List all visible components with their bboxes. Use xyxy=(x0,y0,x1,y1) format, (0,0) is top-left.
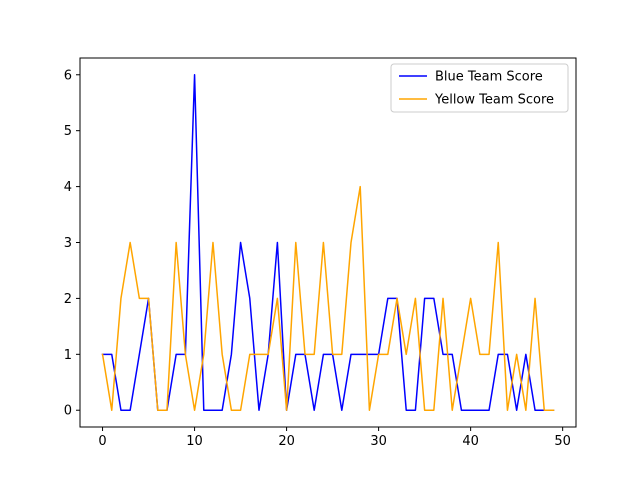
legend-label-1: Yellow Team Score xyxy=(434,93,554,108)
x-tick-label: 0 xyxy=(98,434,106,449)
x-axis: 0 10 20 30 40 50 xyxy=(98,427,571,449)
y-tick-label: 5 xyxy=(64,124,72,139)
series-line-0 xyxy=(101,74,555,411)
x-tick-label: 10 xyxy=(186,434,203,449)
y-axis: 0 1 2 3 4 5 6 xyxy=(64,68,80,419)
x-tick-label: 50 xyxy=(554,434,571,449)
y-tick-label: 0 xyxy=(64,404,72,419)
x-tick-label: 30 xyxy=(370,434,387,449)
y-tick-label: 4 xyxy=(64,180,72,195)
series-lines xyxy=(101,74,555,411)
y-tick-label: 3 xyxy=(64,236,72,251)
legend: Blue Team Score Yellow Team Score xyxy=(390,63,569,113)
x-tick-label: 20 xyxy=(278,434,295,449)
series-line-1 xyxy=(101,185,555,411)
legend-label-0: Blue Team Score xyxy=(435,70,543,85)
y-tick-label: 2 xyxy=(64,292,72,307)
y-tick-label: 6 xyxy=(64,68,72,83)
legend-box xyxy=(390,63,569,113)
y-tick-label: 1 xyxy=(64,348,72,363)
x-tick-label: 40 xyxy=(462,434,479,449)
